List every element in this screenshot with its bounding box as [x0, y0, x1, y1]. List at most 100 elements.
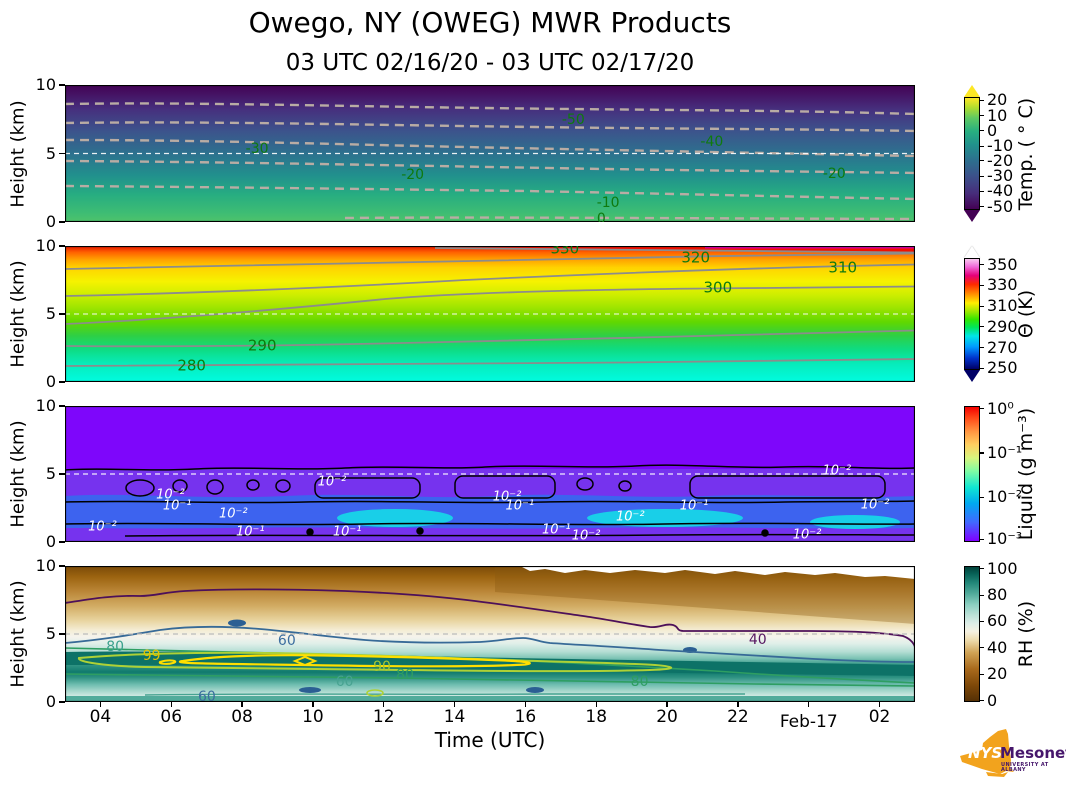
liquid-colorbar-label: Liquid (g m⁻³) — [1015, 407, 1037, 541]
colorbar-tick-mark — [980, 673, 984, 675]
y-tick-label: 10 — [35, 236, 56, 255]
rh-colorbar-label: RH (%) — [1015, 600, 1037, 668]
x-tick-mark — [524, 702, 527, 707]
temperature-colorbar — [964, 85, 980, 222]
colorbar-tick-mark — [980, 647, 984, 649]
x-tick-label: 14 — [443, 707, 466, 727]
x-tick-label: 08 — [231, 707, 253, 727]
colorbar-tick-mark — [980, 452, 984, 454]
y-tick-label: 5 — [45, 624, 56, 643]
colorbar-tick-label: -30 — [987, 166, 1014, 186]
x-tick-mark — [312, 702, 314, 707]
colorbar-tick-label: 20 — [987, 664, 1008, 684]
surface-moist-band — [65, 696, 915, 702]
colorbar-tick-label: -50 — [987, 196, 1014, 216]
colorbar-tick-label: 0 — [987, 690, 998, 710]
temperature-contours — [65, 102, 915, 221]
x-tick-label: 18 — [585, 707, 608, 727]
colorbar-tick-label: 350 — [987, 254, 1018, 274]
potential-temperature-panel: 330 320 310 300 290 280 — [65, 246, 915, 382]
no-data-cutout — [520, 566, 915, 579]
relative-humidity-panel: 80 99 60 90 80 60 60 40 80 — [65, 566, 915, 702]
x-tick-label: 06 — [160, 707, 183, 727]
x-tick-label: Feb-17 — [779, 712, 838, 732]
y-tick-mark — [59, 84, 65, 86]
y-tick-mark — [59, 381, 65, 383]
colorbar-tick-mark — [980, 99, 984, 101]
colorbar-tick-mark — [980, 408, 984, 410]
y-tick-label: 10 — [35, 396, 56, 415]
colorbar-tick-label: 100 — [987, 558, 1018, 578]
colorbar-tick-mark — [980, 206, 984, 208]
colorbar-tick-mark — [980, 305, 984, 307]
magenta-top-strip — [705, 246, 915, 249]
x-tick-label: 22 — [727, 707, 749, 727]
x-axis-label: Time (UTC) — [434, 728, 546, 752]
y-tick-mark — [59, 313, 65, 315]
theta-colorbar-label: Θ (K) — [1015, 289, 1037, 339]
colorbar-tick-mark — [980, 175, 984, 177]
colorbar-tick-label: 10⁰ — [987, 398, 1014, 418]
relative-humidity-heatmap — [65, 566, 915, 702]
x-tick-mark — [383, 702, 385, 707]
colorbar-tick-mark — [980, 700, 984, 702]
y-tick-mark — [59, 541, 65, 543]
colorbar-gradient — [964, 566, 980, 702]
x-tick-mark — [99, 702, 102, 707]
colorbar-tick-mark — [980, 568, 984, 570]
x-tick-label: 12 — [372, 707, 395, 727]
rh-colorbar — [964, 566, 980, 702]
colorbar-tick-mark — [980, 264, 984, 266]
colorbar-extend-up — [964, 246, 980, 258]
colorbar-tick-label: 80 — [987, 585, 1008, 605]
x-tick-mark — [737, 702, 739, 707]
colorbar-tick-label: 330 — [987, 275, 1018, 295]
liquid-max-core — [587, 509, 743, 527]
colorbar-gradient — [964, 97, 980, 210]
colorbar-tick-label: -20 — [987, 150, 1014, 170]
liquid-heatmap — [65, 406, 915, 542]
colorbar-tick-mark — [980, 326, 984, 328]
x-tick-label: 04 — [89, 707, 112, 727]
colorbar-gradient — [964, 406, 980, 542]
colorbar-tick-label: -40 — [987, 181, 1014, 201]
x-tick-mark — [808, 702, 810, 707]
y-tick-label: 5 — [45, 143, 56, 163]
theta-colorbar — [964, 246, 980, 382]
logo-mesonet-text: Mesonet — [1000, 744, 1066, 762]
y-tick-label: 10 — [35, 75, 56, 94]
colorbar-tick-mark — [980, 160, 984, 162]
y-tick-label: 0 — [45, 372, 56, 391]
liquid-colorbar — [964, 406, 980, 542]
temperature-heatmap — [65, 85, 915, 222]
rh-contours — [65, 588, 915, 697]
temperature-panel: -50 -40 -30 -20 -20 -10 0 — [65, 85, 915, 222]
colorbar-tick-mark — [980, 130, 984, 132]
liquid-max-core — [810, 515, 900, 529]
colorbar-tick-mark — [980, 620, 984, 623]
x-tick-mark — [170, 702, 172, 707]
colorbar-tick-mark — [980, 115, 984, 117]
liquid-max-core — [337, 509, 453, 527]
x-tick-mark — [595, 702, 597, 707]
x-tick-mark — [241, 702, 243, 707]
colorbar-gradient — [964, 258, 980, 370]
y-tick-mark — [59, 701, 65, 703]
y-tick-label: 0 — [45, 212, 56, 231]
colorbar-tick-mark — [980, 538, 984, 540]
y-tick-label: 5 — [45, 464, 56, 483]
colorbar-tick-mark — [980, 145, 984, 147]
x-tick-label: 20 — [656, 707, 678, 727]
x-tick-mark — [453, 702, 456, 707]
logo-university-text: UNIVERSITY AT ALBANY — [1001, 762, 1049, 773]
x-tick-label: 16 — [514, 707, 537, 727]
colorbar-extend-up — [964, 85, 980, 97]
x-tick-mark — [878, 702, 881, 707]
colorbar-extend-down — [964, 370, 980, 382]
temperature-colorbar-label: Temp. ( ° C) — [1015, 97, 1037, 210]
colorbar-tick-label: 0 — [987, 120, 998, 140]
logo-nys-text: NYS — [968, 744, 1003, 762]
theta-contours — [65, 247, 915, 367]
colorbar-tick-mark — [980, 347, 984, 349]
y-tick-mark — [59, 633, 65, 635]
